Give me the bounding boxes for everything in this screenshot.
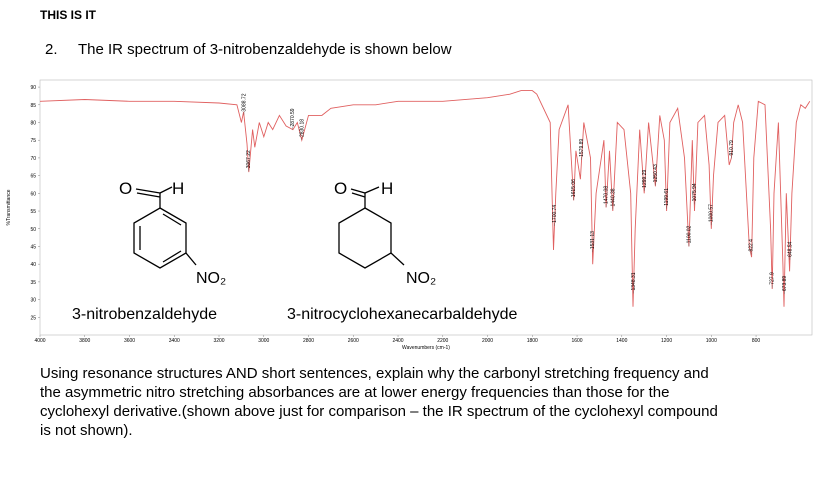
peak-label: 1100.02 (686, 225, 692, 243)
x-tick-label: 1800 (527, 338, 538, 344)
atom-o: O (334, 179, 347, 198)
compound-name: 3-nitrobenzaldehyde (72, 306, 217, 323)
plot-frame (39, 79, 813, 336)
bond (350, 188, 366, 194)
bond (162, 213, 182, 226)
peak-label: 727.9 (770, 272, 776, 285)
peak-label: 1250.43 (653, 164, 659, 182)
question-text: The IR spectrum of 3-nitrobenzaldehyde i… (78, 41, 452, 58)
nitro: NO₂ (196, 270, 226, 287)
structure-cyclohexane (338, 186, 405, 269)
y-tick-label: 30 (30, 298, 36, 304)
y-tick-label: 65 (30, 174, 36, 180)
x-axis-label: Wavenumbers (cm-1) (402, 345, 450, 351)
y-tick-label: 45 (30, 244, 36, 250)
x-tick-label: 2200 (437, 338, 448, 344)
peak-label: 1075.94 (692, 183, 698, 201)
y-tick-label: 85 (30, 103, 36, 109)
atom-h: H (381, 179, 393, 198)
peak-label: 1470.08 (604, 186, 610, 204)
body-line: Using resonance structures AND short sen… (40, 365, 709, 382)
peak-label: 3067.22 (246, 150, 252, 168)
bond (351, 192, 366, 198)
peak-label: 673.89 (782, 276, 788, 292)
y-tick-label: 60 (30, 191, 36, 197)
y-tick-label: 90 (30, 85, 36, 91)
x-tick-label: 1400 (616, 338, 627, 344)
x-tick-label: 2800 (303, 338, 314, 344)
x-tick-label: 1000 (706, 338, 717, 344)
x-tick-label: 3200 (213, 338, 224, 344)
y-axis-label: %Transmittance (6, 189, 12, 225)
spectrum: 4000 3800 3600 3400 3200 3000 2800 2600 2400 2200… (6, 79, 813, 351)
peak-label: 648.54 (787, 241, 793, 257)
peak-label: 910.79 (729, 140, 735, 156)
atom-o: O (119, 179, 132, 198)
x-tick-label: 3000 (258, 338, 269, 344)
bond (136, 192, 161, 198)
nitro: NO₂ (406, 270, 436, 287)
y-tick-label: 50 (30, 227, 36, 233)
bond (390, 252, 405, 266)
spectrum-line (39, 90, 811, 307)
atom-h: H (172, 179, 184, 198)
peak-label: 3088.72 (241, 93, 247, 111)
body-line: cyclohexyl derivative.(shown above just … (40, 403, 718, 420)
x-tick-label: 4000 (34, 338, 45, 344)
peak-label: 1199.61 (664, 188, 670, 206)
peak-label: 1000.57 (709, 204, 715, 222)
y-tick-label: 40 (30, 262, 36, 268)
x-tick-label: 800 (752, 338, 761, 344)
peak-label: 1440.38 (610, 188, 616, 206)
x-tick-label: 1600 (571, 338, 582, 344)
y-tick-label: 35 (30, 280, 36, 286)
y-tick-label: 70 (30, 156, 36, 162)
peak-label: 822.4 (749, 239, 755, 252)
question-number: 2. (45, 41, 58, 58)
structure-benzaldehyde (133, 186, 197, 269)
bond (185, 252, 197, 266)
x-tick-label: 3600 (124, 338, 135, 344)
x-tick-label: 3400 (169, 338, 180, 344)
bond (135, 188, 161, 194)
title: THIS IS IT (40, 8, 97, 22)
peak-label: 1299.29 (642, 170, 648, 188)
ring (133, 207, 187, 269)
bond (162, 250, 182, 263)
y-tick-label: 75 (30, 138, 36, 144)
peak-label: 1348.31 (631, 272, 637, 290)
y-tick-label: 25 (30, 315, 36, 321)
body-line: is not shown). (40, 422, 133, 439)
peak-label: 1531.13 (590, 231, 596, 249)
y-tick-label: 80 (30, 121, 36, 127)
body-line: the asymmetric nitro stretching absorban… (40, 384, 670, 401)
x-tick-label: 2400 (392, 338, 403, 344)
peak-label: 1579.89 (579, 139, 585, 157)
x-tick-label: 3800 (79, 338, 90, 344)
bond (364, 186, 380, 194)
y-tick-label: 55 (30, 209, 36, 215)
x-tick-label: 2000 (482, 338, 493, 344)
compound-name: 3-nitrocyclohexanecarbaldehyde (287, 306, 517, 323)
peak-label: 1700.74 (552, 205, 558, 223)
bond (159, 186, 173, 194)
ring (338, 207, 392, 269)
x-tick-label: 2600 (348, 338, 359, 344)
peak-label: 1615.06 (571, 179, 577, 197)
peak-label: 2830.18 (299, 119, 305, 137)
peak-label: 2870.59 (290, 108, 296, 126)
x-tick-label: 1200 (661, 338, 672, 344)
